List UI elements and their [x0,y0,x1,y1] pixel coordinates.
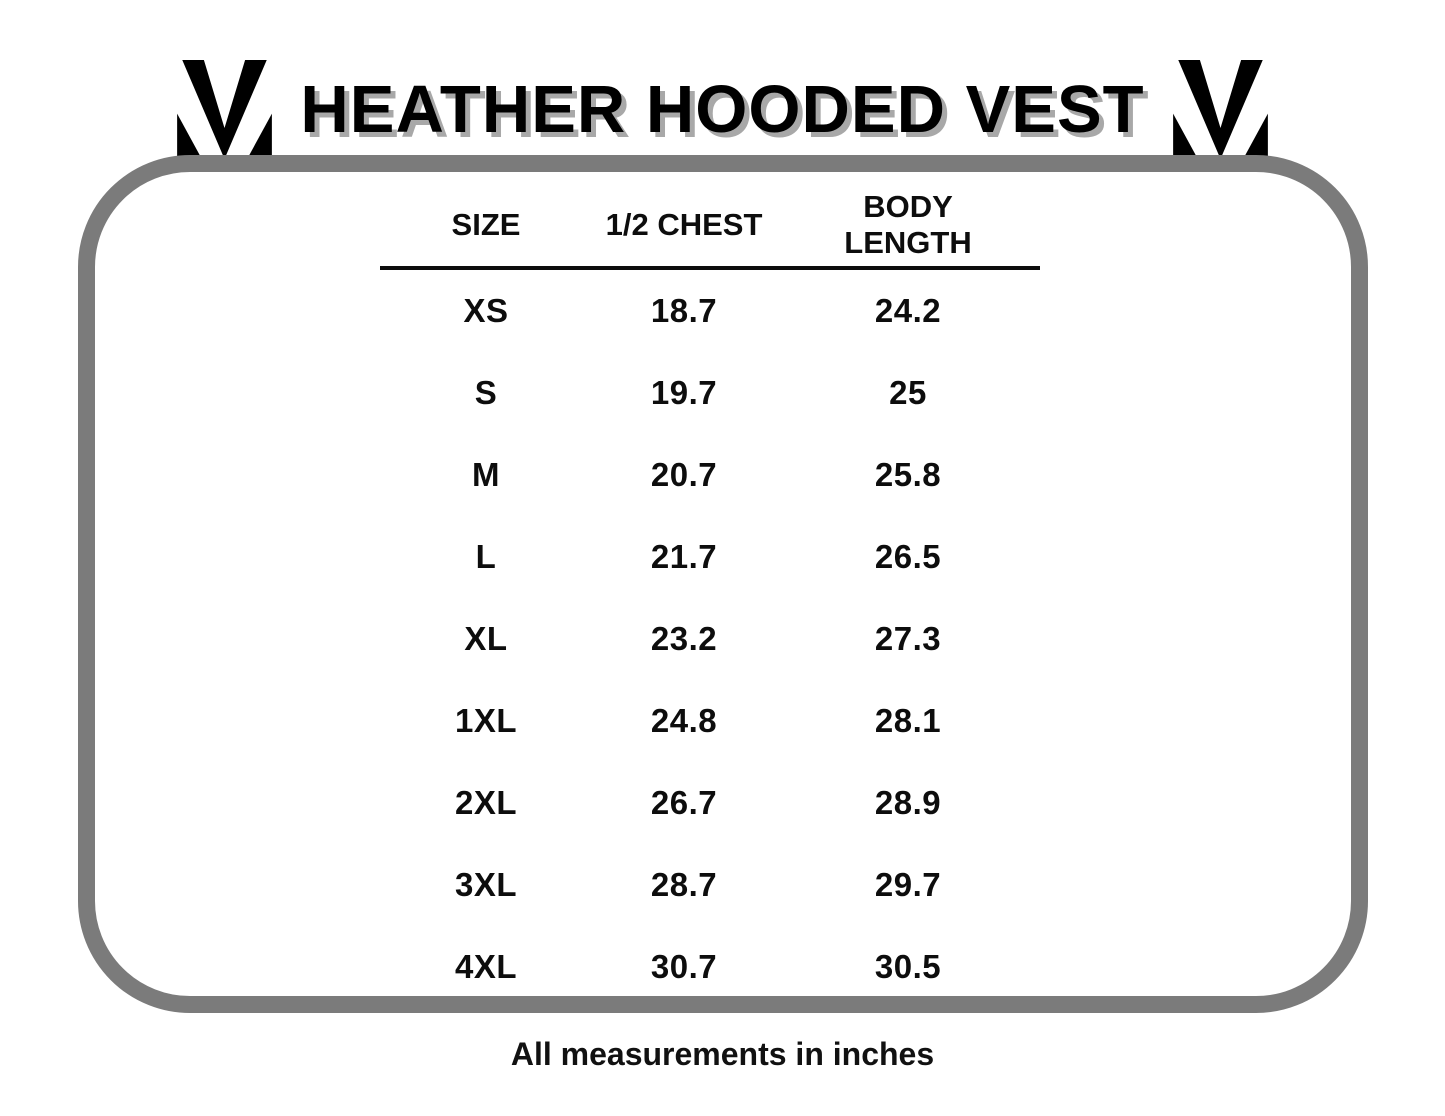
body-length-cell: 25.8 [874,456,942,493]
size-chart-table: SIZE 1/2 CHEST BODY LENGTH XS 18.7 24.2 … [380,184,1040,1008]
body-length-cell: 28.1 [874,702,942,739]
size-cell: XS [463,292,509,329]
column-header-label: 1/2 CHEST [605,207,763,243]
table-row: 2XL 26.7 28.9 [380,762,1040,844]
size-chart-frame [78,155,1368,1013]
page-title: HEATHER HOODED VEST [300,71,1145,147]
body-length-cell: 24.2 [874,292,942,329]
table-row: M 20.7 25.8 [380,434,1040,516]
table-row: 3XL 28.7 29.7 [380,844,1040,926]
half-chest-cell: 20.7 [650,456,718,493]
half-chest-cell: 28.7 [650,866,718,903]
size-cell: 1XL [454,702,518,739]
half-chest-cell: 19.7 [650,374,718,411]
table-row: 1XL 24.8 28.1 [380,680,1040,762]
size-cell: 4XL [454,948,518,985]
column-header-label: BODY LENGTH [844,189,972,260]
size-cell: M [472,456,500,493]
header-row: SIZE 1/2 CHEST BODY LENGTH [380,184,1040,270]
m-logo-icon [177,59,273,159]
half-chest-cell: 26.7 [650,784,718,821]
half-chest-cell: 30.7 [650,948,718,985]
size-cell: L [475,538,497,575]
size-cell: XL [464,620,508,657]
brand-logo-right [1169,59,1272,159]
body-length-cell: 26.5 [874,538,942,575]
table-row: S 19.7 25 [380,352,1040,434]
body-length-cell: 27.3 [874,620,942,657]
measurements-note: All measurements in inches [510,1036,935,1072]
half-chest-cell: 23.2 [650,620,718,657]
m-logo-icon [1172,59,1268,159]
header: HEATHER HOODED VEST [0,26,1445,193]
body-length-cell: 30.5 [874,948,942,985]
size-cell: S [474,374,498,411]
half-chest-cell: 18.7 [650,292,718,329]
body-length-cell: 28.9 [874,784,942,821]
size-cell: 2XL [454,784,518,821]
half-chest-cell: 21.7 [650,538,718,575]
body-length-cell: 29.7 [874,866,942,903]
table-row: XS 18.7 24.2 [380,268,1040,352]
column-header-half-chest: 1/2 CHEST [592,184,776,270]
table-row: 4XL 30.7 30.5 [380,926,1040,1008]
column-header-label: SIZE [451,207,521,243]
column-header-body-length: BODY LENGTH [776,184,1040,270]
table-row: L 21.7 26.5 [380,516,1040,598]
body-length-cell: 25 [889,374,927,411]
column-header-size: SIZE [380,184,592,270]
half-chest-cell: 24.8 [650,702,718,739]
brand-logo-left [173,59,276,159]
table-row: XL 23.2 27.3 [380,598,1040,680]
size-cell: 3XL [454,866,518,903]
